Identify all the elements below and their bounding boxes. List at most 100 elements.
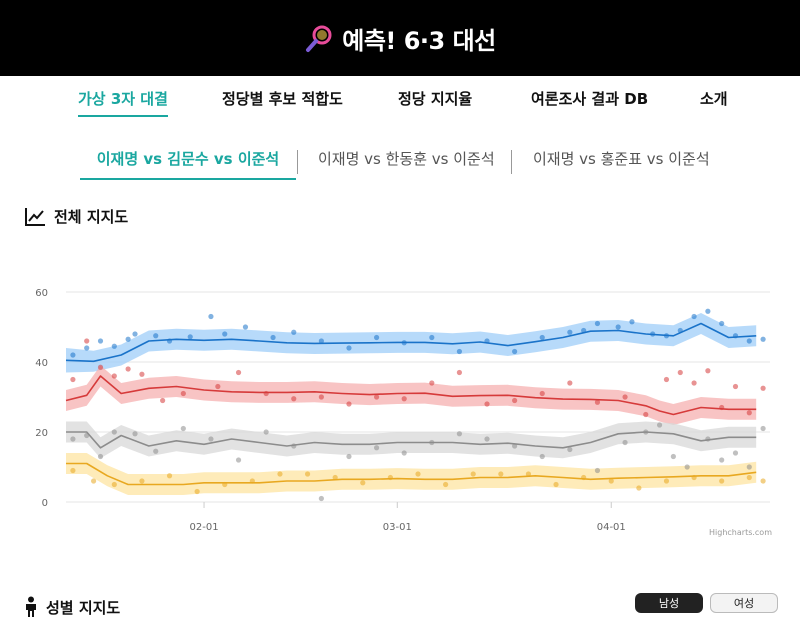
poll-point	[346, 401, 352, 407]
poll-point	[111, 481, 117, 488]
site-title: 예측! 6·3 대선	[342, 26, 496, 55]
trend-line	[66, 462, 757, 486]
tab-divider	[511, 150, 512, 174]
overall-support-title: 전체 지지도	[54, 208, 129, 226]
poll-point	[539, 453, 545, 460]
poll-point	[373, 394, 380, 400]
poll-point	[153, 448, 159, 454]
poll-point	[470, 471, 476, 477]
nav-tab-label: 정당 지지율	[398, 90, 473, 108]
poll-point	[629, 319, 635, 325]
nav-tab-party-fit[interactable]: 정당별 후보 적합도	[222, 88, 343, 115]
poll-point	[318, 338, 324, 344]
poll-point	[594, 320, 601, 327]
poll-point	[91, 478, 97, 484]
poll-point	[373, 334, 380, 341]
poll-point	[512, 397, 518, 404]
poll-point	[684, 464, 690, 470]
poll-point	[415, 471, 421, 477]
poll-point	[553, 481, 559, 488]
top-bar: 예측! 6·3 대선	[0, 0, 800, 76]
male-button[interactable]: 남성	[635, 593, 703, 613]
overall-support-chart: 0 20 40 60 02-01 03-01 04-01 Highcharts.com	[35, 288, 772, 537]
poll-point	[677, 369, 683, 376]
poll-point	[242, 324, 249, 330]
poll-point	[373, 445, 380, 451]
poll-point	[746, 338, 752, 344]
poll-point	[166, 473, 173, 479]
poll-point	[111, 343, 117, 349]
nav-tab-party-support[interactable]: 정당 지지율	[398, 88, 472, 115]
poll-point	[84, 345, 90, 351]
poll-point	[719, 478, 725, 484]
nav-tab-three-way[interactable]: 가상 3자 대결	[78, 88, 168, 117]
poll-point	[732, 383, 739, 390]
poll-point	[318, 495, 324, 502]
poll-point	[760, 478, 766, 484]
poll-point	[608, 478, 614, 484]
matchup-tab-han[interactable]: 이재명 vs 한동훈 vs 이준석	[318, 148, 495, 178]
matchup-tab-hong[interactable]: 이재명 vs 홍준표 vs 이준석	[533, 148, 710, 178]
matchup-tab-kim[interactable]: 이재명 vs 김문수 vs 이준석	[80, 148, 296, 180]
poll-point	[97, 453, 104, 460]
poll-point	[567, 380, 573, 386]
poll-point	[139, 478, 145, 484]
poll-point	[180, 390, 186, 397]
nav-tab-about[interactable]: 소개	[700, 88, 728, 115]
poll-point	[746, 464, 752, 470]
matchup-tab-label: 이재명 vs 홍준표 vs 이준석	[533, 150, 710, 168]
confidence-band	[66, 453, 757, 495]
poll-point	[291, 329, 297, 335]
poll-point	[360, 480, 366, 486]
poll-point	[208, 313, 214, 320]
poll-point	[663, 478, 670, 484]
poll-point	[512, 348, 518, 355]
confidence-band	[66, 365, 757, 425]
poll-point	[760, 425, 766, 432]
trend-line	[65, 322, 757, 363]
main-nav: 가상 3자 대결 정당별 후보 적합도 정당 지지율 여론조사 결과 DB 소개	[0, 88, 800, 120]
poll-point	[456, 348, 463, 355]
nav-tab-poll-db[interactable]: 여론조사 결과 DB	[531, 88, 648, 115]
poll-point	[84, 338, 90, 344]
poll-point	[705, 308, 711, 314]
poll-point	[235, 369, 242, 376]
poll-point	[291, 396, 297, 402]
poll-point	[719, 320, 725, 327]
trend-line	[65, 375, 757, 416]
poll-point	[539, 334, 545, 341]
poll-point	[539, 390, 545, 397]
nav-tab-label: 소개	[700, 90, 728, 108]
gender-support-title: 성별 지지도	[46, 598, 121, 617]
female-button[interactable]: 여성	[710, 593, 778, 613]
y-tick-label: 60	[35, 288, 48, 299]
poll-point	[456, 431, 463, 437]
poll-point	[125, 336, 131, 342]
x-tick-label: 04-01	[597, 522, 626, 533]
poll-point	[594, 467, 601, 474]
trend-line	[66, 431, 757, 449]
poll-point	[401, 396, 407, 402]
poll-point	[263, 429, 269, 435]
poll-point	[498, 471, 504, 477]
overall-support-heading: 전체 지지도	[24, 206, 128, 227]
poll-point	[125, 366, 131, 372]
poll-point	[111, 429, 117, 435]
poll-point	[746, 474, 752, 481]
poll-point	[97, 364, 104, 370]
poll-point	[719, 457, 725, 463]
matchup-tabs: 이재명 vs 김문수 vs 이준석 이재명 vs 한동훈 vs 이준석 이재명 …	[0, 148, 800, 182]
confidence-band	[66, 421, 757, 459]
poll-point	[208, 436, 214, 442]
site-logo[interactable]: 예측! 6·3 대선	[0, 0, 800, 76]
poll-point	[429, 334, 435, 341]
poll-point	[622, 394, 628, 400]
y-tick-label: 0	[42, 498, 48, 509]
poll-point	[705, 368, 711, 374]
poll-point	[277, 471, 283, 477]
poll-point	[70, 376, 76, 383]
x-tick-label: 02-01	[190, 522, 219, 533]
poll-point	[670, 453, 676, 460]
poll-point	[180, 425, 186, 432]
y-tick-label: 40	[35, 358, 48, 369]
